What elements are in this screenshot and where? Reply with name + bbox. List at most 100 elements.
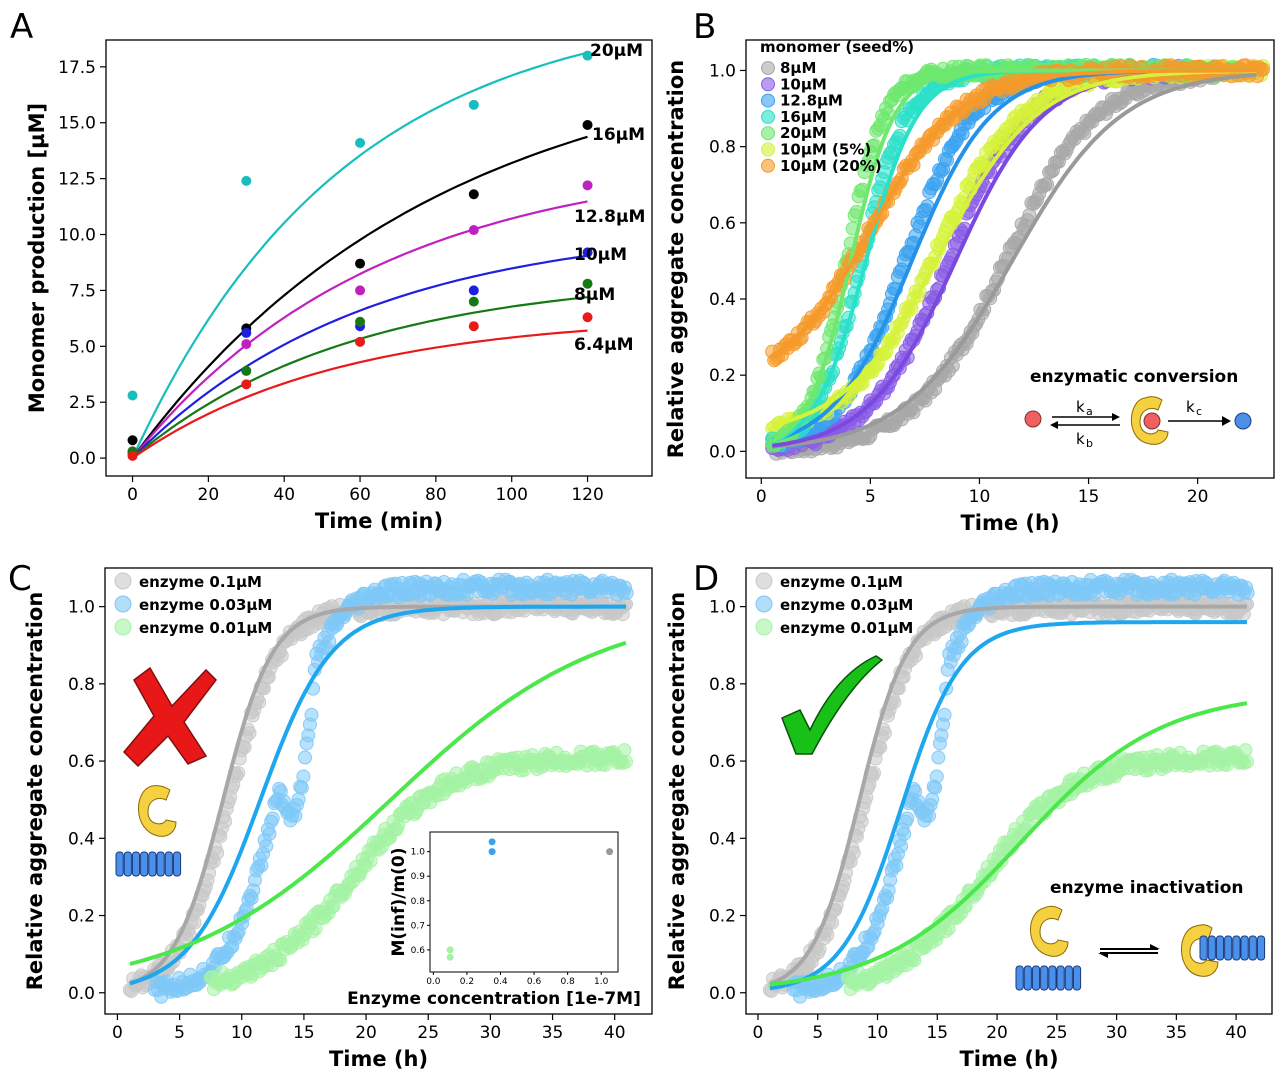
x-tick-label: 15: [1078, 487, 1100, 507]
x-tick-label: 20: [198, 485, 220, 505]
data-point: [897, 826, 912, 841]
panel-label-b: B: [693, 7, 716, 47]
y-tick-label: 0.6: [709, 214, 736, 234]
fibril-segment-icon: [1199, 935, 1208, 961]
legend-label: 20µM: [780, 124, 827, 142]
fibril-segment-icon: [1215, 935, 1225, 961]
data-point: [582, 312, 593, 323]
data-point: [1240, 754, 1255, 769]
legend-marker: [755, 595, 773, 613]
legend-marker: [761, 109, 775, 124]
data-point: [931, 750, 946, 765]
enzymatic-conversion-scheme: [1024, 396, 1252, 445]
legend-label: enzyme 0.1µM: [139, 573, 262, 591]
fibril-segment-icon: [1232, 935, 1241, 961]
x-axis-title: Time (h): [960, 511, 1059, 535]
fibril-segment-icon: [1056, 965, 1065, 991]
fibril-segment-icon: [1224, 935, 1233, 961]
enzyme-icon-c: [138, 785, 177, 837]
data-point: [291, 792, 306, 807]
x-tick-label: 10: [231, 1023, 253, 1043]
fibril-segment-icon: [172, 851, 182, 877]
x-tick-label: 100: [495, 485, 527, 505]
free-fibril-icon: [1015, 965, 1082, 991]
annotation-label: enzyme inactivation: [1050, 878, 1244, 898]
reverse-arrowhead-icon: [1050, 421, 1058, 429]
legend-marker: [761, 126, 775, 141]
fibril-segment-icon: [1248, 935, 1257, 961]
x-tick-label: 35: [542, 1023, 564, 1043]
y-tick-label: 2.5: [69, 393, 96, 413]
x-tick-label: 25: [417, 1023, 439, 1043]
data-point: [619, 585, 634, 600]
y-tick-label: 0.8: [709, 675, 736, 695]
x-tick-label: 80: [425, 485, 447, 505]
data-point: [241, 327, 252, 338]
y-tick-label: 1.0: [68, 598, 95, 618]
fibril-segment-icon: [1031, 965, 1041, 991]
y-axis-title: Monomer production [µM]: [25, 103, 49, 413]
legend-label: enzyme 0.03µM: [780, 596, 913, 614]
data-point: [1040, 177, 1055, 192]
data-point: [582, 278, 593, 289]
y-tick-label: 7.5: [69, 281, 96, 301]
data-point: [582, 180, 593, 191]
legend-label: 16µM: [780, 108, 827, 126]
x-tick-label: 0: [756, 487, 767, 507]
data-point: [619, 754, 634, 769]
data-point: [355, 137, 366, 148]
y-tick-label: 15.0: [58, 114, 96, 134]
x-tick-label: 25: [1046, 1023, 1068, 1043]
fibril-icon-c: [115, 851, 182, 877]
data-point: [617, 743, 632, 758]
data-point: [259, 839, 274, 854]
inset-y-tick-label: 0.8: [411, 897, 426, 907]
panel-label-d: D: [693, 559, 719, 599]
panel-c: 0 5 10 15 20 25 30 35 40 0.0 0.2 0.4 0.6 0.8 1.0 Time (…: [23, 567, 653, 1071]
legend-marker: [761, 142, 775, 157]
series-label: 16µM: [592, 125, 645, 145]
x-tick-label: 20: [355, 1023, 377, 1043]
data-point: [296, 769, 311, 784]
series-label: 20µM: [590, 41, 643, 61]
data-point: [322, 634, 337, 649]
plot-frame: [105, 39, 653, 477]
fibril-segment-icon: [140, 851, 149, 877]
forward-arrowhead-icon: [1112, 413, 1120, 421]
inset-x-tick-label: 0.6: [527, 977, 542, 987]
y-tick-label: 0.0: [709, 984, 736, 1004]
y-tick-label: 1.0: [709, 61, 736, 81]
inset-data-point: [446, 953, 454, 961]
data-point: [894, 839, 909, 854]
data-point: [468, 99, 479, 110]
data-point: [877, 726, 892, 741]
legend-marker: [761, 61, 775, 75]
rate-subscript-a: a: [1086, 405, 1093, 418]
y-tick-label: 12.5: [58, 170, 96, 190]
data-point: [304, 707, 319, 722]
y-tick-label: 0.0: [69, 449, 96, 469]
data-point: [908, 648, 923, 663]
x-tick-label: 10: [867, 1023, 889, 1043]
data-point: [241, 175, 252, 186]
data-point: [937, 707, 952, 722]
data-point: [252, 695, 267, 710]
x-tick-label: 0: [112, 1023, 123, 1043]
y-tick-label: 0.8: [68, 675, 95, 695]
rate-label-kb: k: [1076, 430, 1085, 448]
fit-line: [131, 329, 588, 460]
x-tick-label: 20: [986, 1023, 1008, 1043]
data-point: [355, 336, 366, 347]
data-point: [900, 811, 915, 826]
legend-marker: [755, 572, 773, 590]
y-tick-label: 0.6: [68, 752, 95, 772]
inset-x-tick-label: 0.8: [560, 977, 575, 987]
legend-label: 10µM: [780, 75, 827, 93]
equilibrium-arrowhead-top-icon: [1150, 944, 1160, 949]
data-point: [274, 648, 289, 663]
y-tick-label: 0.6: [709, 752, 736, 772]
data-point: [889, 858, 904, 873]
blue-monomer-icon: [1234, 412, 1252, 430]
y-tick-label: 10.0: [58, 226, 96, 246]
free-enzyme-icon: [1030, 905, 1069, 957]
